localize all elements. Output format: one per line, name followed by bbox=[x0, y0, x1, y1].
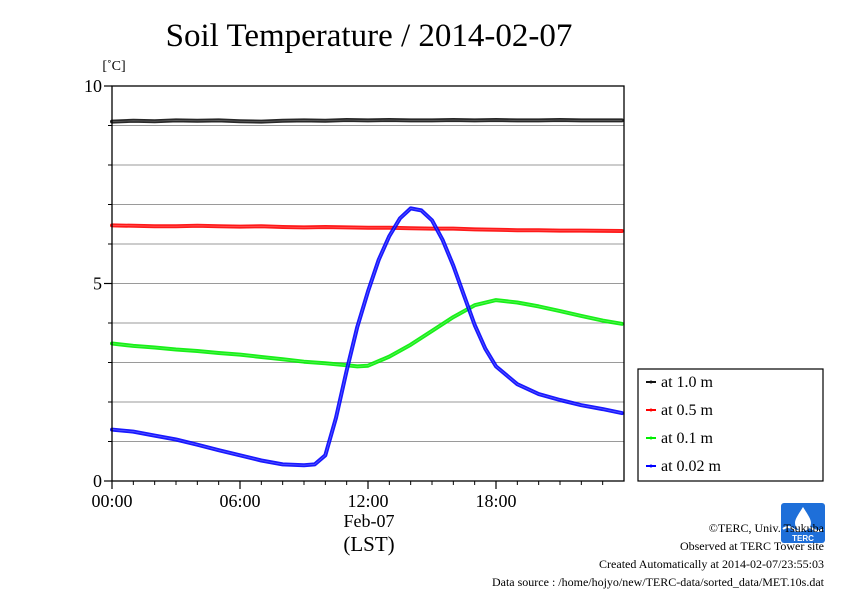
legend-swatch-dot bbox=[649, 464, 653, 468]
legend-swatch-dot bbox=[649, 380, 653, 384]
chart-title: Soil Temperature / 2014-02-07 bbox=[166, 18, 573, 54]
legend-box bbox=[637, 368, 824, 482]
terc-logo-text: TERC bbox=[792, 534, 814, 543]
series-line-4 bbox=[110, 206, 624, 468]
x-tick-label: 12:00 bbox=[347, 491, 388, 511]
terc-logo: TERC bbox=[781, 503, 825, 543]
footer-observed-site: Observed at TERC Tower site bbox=[679, 539, 824, 553]
legend-label: at 0.5 m bbox=[661, 402, 714, 419]
legend-label: at 0.1 m bbox=[661, 430, 714, 447]
y-axis-unit-label: [˚C] bbox=[102, 59, 125, 74]
legend-label: at 0.02 m bbox=[661, 458, 722, 475]
x-tick-label: 18:00 bbox=[475, 491, 516, 511]
series-line-1 bbox=[110, 118, 624, 124]
x-tick-label: 06:00 bbox=[219, 491, 260, 511]
grid bbox=[112, 125, 624, 442]
series-line-2 bbox=[110, 223, 624, 233]
y-tick-label: 0 bbox=[93, 471, 102, 491]
series-line-3 bbox=[110, 298, 624, 369]
legend-swatch-dot bbox=[649, 436, 653, 440]
footer-data-source: Data source : /home/hojyo/new/TERC-data/… bbox=[491, 575, 824, 589]
series-line-highlight-4 bbox=[111, 208, 622, 466]
series-line-highlight-2 bbox=[111, 225, 622, 232]
x-axis-timezone-label: (LST) bbox=[343, 532, 394, 556]
y-tick-label: 10 bbox=[84, 76, 102, 96]
legend: at 1.0 m at 0.5 m at 0.1 m at 0.02 m bbox=[637, 368, 824, 482]
legend-swatch-dot bbox=[649, 408, 653, 412]
series-line-highlight-1 bbox=[111, 119, 622, 122]
x-axis-date-label: Feb-07 bbox=[344, 511, 395, 531]
axes: 0 5 10 00:00 06:00 12:00 18:00 bbox=[84, 76, 604, 511]
y-tick-label: 5 bbox=[93, 274, 102, 294]
series-line-highlight-3 bbox=[111, 299, 622, 367]
footer-copyright: ©TERC, Univ. Tsukuba bbox=[708, 521, 824, 535]
series-lines bbox=[110, 118, 624, 468]
legend-label: at 1.0 m bbox=[661, 374, 714, 391]
footer-created-time: Created Automatically at 2014-02-07/23:5… bbox=[599, 557, 824, 571]
x-tick-label: 00:00 bbox=[91, 491, 132, 511]
